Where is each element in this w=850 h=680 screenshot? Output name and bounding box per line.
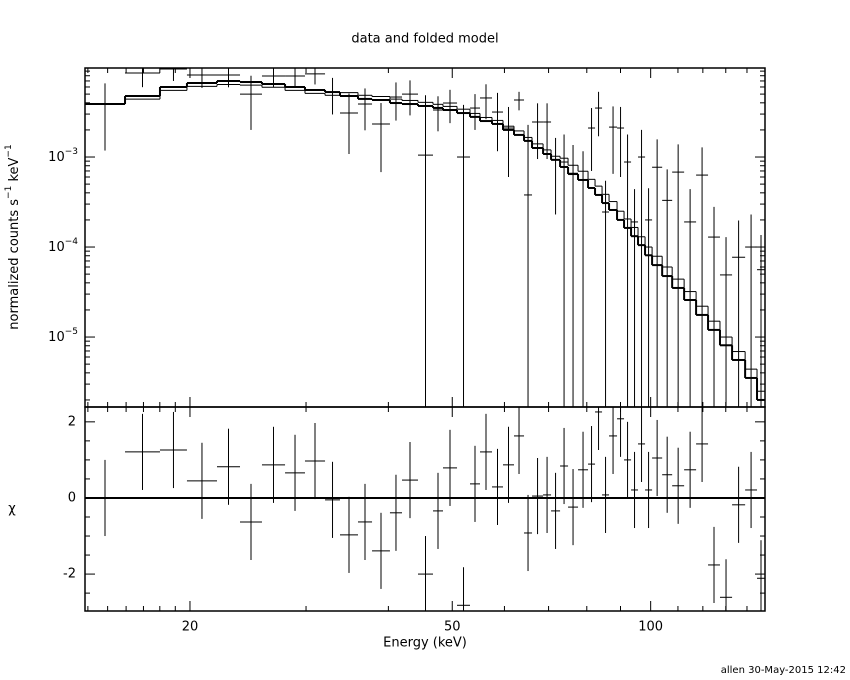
- y-tick-label: 10−3: [48, 147, 78, 165]
- panel-frame: [84, 406, 766, 612]
- top-panel: [85, 68, 765, 407]
- x-axis-label: Energy (keV): [383, 636, 467, 651]
- y-axis-label: normalized counts s−1 keV−1: [4, 144, 22, 329]
- x-tick-label: 50: [444, 620, 461, 635]
- y-tick-label: 2: [68, 414, 76, 429]
- x-tick-label: 20: [182, 620, 199, 635]
- axes: 10−3 10−4 10−5 -2 0 2 20 50 100: [48, 67, 766, 635]
- x-tick-label: 100: [638, 620, 663, 635]
- y-tick-label: -2: [63, 567, 76, 582]
- y-tick-label: 10−5: [48, 327, 78, 345]
- y-tick-label: 10−4: [48, 237, 78, 255]
- y-axis-label: χ: [8, 502, 16, 517]
- bottom-panel: [85, 407, 765, 611]
- y-tick-label: 0: [68, 490, 76, 505]
- chart-title: data and folded model: [351, 32, 498, 47]
- footer: allen 30-May-2015 12:42: [721, 665, 846, 676]
